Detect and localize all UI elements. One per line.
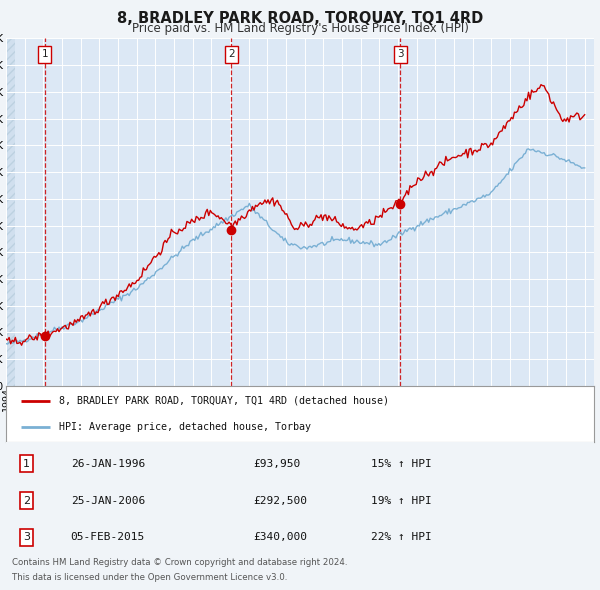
Bar: [6, 38, 16, 386]
Text: 22% ↑ HPI: 22% ↑ HPI: [371, 532, 431, 542]
Text: 15% ↑ HPI: 15% ↑ HPI: [371, 459, 431, 469]
Text: 1: 1: [41, 50, 48, 60]
Text: 3: 3: [397, 50, 404, 60]
Text: 19% ↑ HPI: 19% ↑ HPI: [371, 496, 431, 506]
Text: £93,950: £93,950: [253, 459, 300, 469]
Text: 3: 3: [23, 532, 30, 542]
Text: 2: 2: [23, 496, 30, 506]
Text: Contains HM Land Registry data © Crown copyright and database right 2024.: Contains HM Land Registry data © Crown c…: [12, 558, 347, 566]
Text: 1: 1: [23, 459, 30, 469]
Text: 25-JAN-2006: 25-JAN-2006: [71, 496, 145, 506]
Text: £292,500: £292,500: [253, 496, 307, 506]
Text: 26-JAN-1996: 26-JAN-1996: [71, 459, 145, 469]
Text: HPI: Average price, detached house, Torbay: HPI: Average price, detached house, Torb…: [59, 422, 311, 431]
Text: This data is licensed under the Open Government Licence v3.0.: This data is licensed under the Open Gov…: [12, 573, 287, 582]
Text: Price paid vs. HM Land Registry's House Price Index (HPI): Price paid vs. HM Land Registry's House …: [131, 22, 469, 35]
Text: £340,000: £340,000: [253, 532, 307, 542]
Text: 8, BRADLEY PARK ROAD, TORQUAY, TQ1 4RD (detached house): 8, BRADLEY PARK ROAD, TORQUAY, TQ1 4RD (…: [59, 396, 389, 406]
Text: 2: 2: [228, 50, 235, 60]
Text: 8, BRADLEY PARK ROAD, TORQUAY, TQ1 4RD: 8, BRADLEY PARK ROAD, TORQUAY, TQ1 4RD: [117, 11, 483, 25]
Text: 05-FEB-2015: 05-FEB-2015: [71, 532, 145, 542]
